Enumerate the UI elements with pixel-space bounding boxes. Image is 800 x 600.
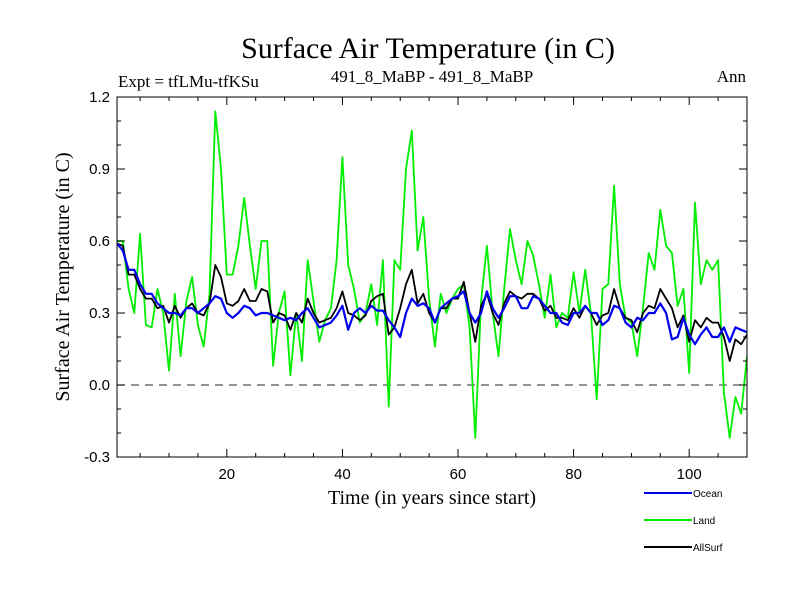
y-tick-label: 0.0 [89, 377, 110, 394]
legend: Ocean Land AllSurf [644, 489, 723, 554]
y-tick-label: 0.3 [89, 305, 110, 322]
x-tick-label: 80 [565, 466, 582, 483]
y-tick-label: 0.6 [89, 233, 110, 250]
series-line-ocean [117, 242, 747, 346]
x-axis-ticks: 20 40 60 80 100 [139, 97, 748, 483]
x-tick-label: 40 [334, 466, 351, 483]
legend-label-land: Land [693, 516, 715, 527]
legend-label-allsurf: AllSurf [693, 543, 723, 554]
plot-frame [116, 96, 748, 458]
x-tick-label: 60 [450, 466, 467, 483]
legend-label-ocean: Ocean [693, 489, 722, 500]
x-tick-label: 100 [677, 466, 702, 483]
y-axis-label: Surface Air Temperature (in C) [52, 152, 74, 401]
y-tick-label: 1.2 [89, 89, 110, 106]
chart-title: Surface Air Temperature (in C) [241, 32, 615, 65]
run-comparison-label: 491_8_MaBP - 491_8_MaBP [331, 67, 533, 86]
x-axis-label: Time (in years since start) [328, 487, 536, 509]
experiment-label: Expt = tfLMu-tfKSu [118, 72, 259, 91]
y-axis-ticks: -0.3 0.0 0.3 0.6 0.9 1.2 [84, 89, 747, 466]
x-tick-label: 20 [218, 466, 235, 483]
series-layer [117, 110, 747, 439]
y-tick-label: -0.3 [84, 449, 110, 466]
season-label: Ann [717, 67, 747, 86]
y-tick-label: 0.9 [89, 161, 110, 178]
